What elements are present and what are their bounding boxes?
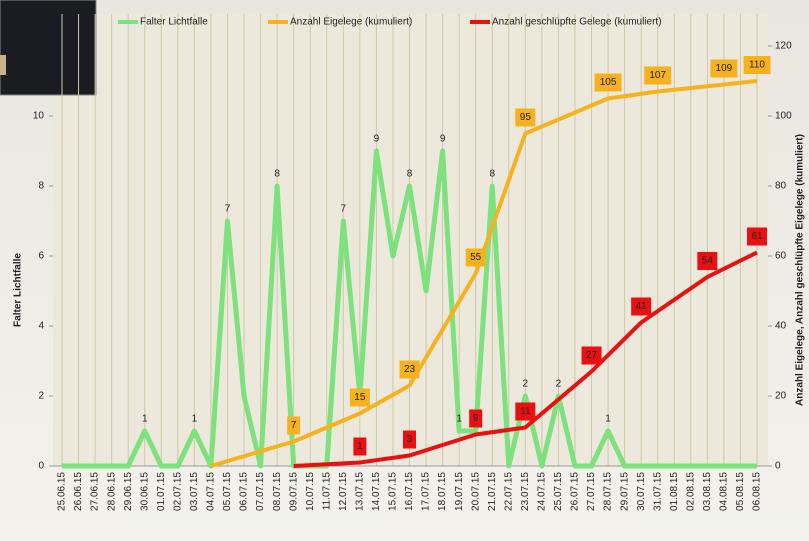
chart: Falter Lichtfalle Anzahl Eigelege, Anzah… — [0, 0, 809, 541]
data-label: 27 — [586, 350, 598, 361]
data-label: 2 — [556, 379, 562, 390]
x-tick-label: 13.07.15 — [354, 472, 365, 511]
data-label: 105 — [600, 77, 617, 88]
y2-tick-label: 80 — [775, 181, 787, 192]
data-label: 9 — [473, 413, 479, 424]
y2-tick-label: 20 — [775, 391, 787, 402]
y2-tick-label: 60 — [775, 251, 787, 262]
data-label: 110 — [749, 60, 765, 71]
x-tick-label: 30.06.15 — [139, 472, 150, 511]
y-tick-label: 2 — [38, 391, 44, 402]
data-label: 23 — [404, 364, 416, 375]
y-tick-label: 6 — [38, 251, 44, 262]
legend-label: Falter Lichtfalle — [140, 17, 208, 28]
x-tick-label: 11.07.15 — [321, 472, 332, 511]
y-tick-label: 0 — [38, 461, 44, 472]
data-label: 9 — [440, 134, 446, 145]
x-tick-label: 01.08.15 — [669, 472, 680, 511]
data-label: 54 — [702, 256, 714, 267]
data-label: 11 — [520, 406, 531, 417]
data-label: 95 — [520, 112, 532, 123]
x-tick-label: 29.06.15 — [123, 472, 134, 511]
data-label: 8 — [489, 169, 495, 180]
data-label: 1 — [142, 414, 148, 425]
x-tick-label: 24.07.15 — [537, 472, 548, 511]
data-label: 7 — [225, 204, 231, 215]
y-tick-label: 10 — [33, 111, 45, 122]
x-tick-label: 05.07.15 — [222, 472, 233, 511]
x-tick-label: 06.07.15 — [239, 472, 250, 511]
x-tick-label: 22.07.15 — [503, 472, 514, 511]
data-label: 15 — [354, 392, 366, 403]
x-tick-label: 25.07.15 — [553, 472, 564, 511]
x-tick-label: 29.07.15 — [619, 472, 630, 511]
y-tick-label: 4 — [38, 321, 44, 332]
x-tick-label: 28.06.15 — [106, 472, 117, 511]
data-label: 7 — [341, 204, 347, 215]
y2-tick-label: 40 — [775, 321, 787, 332]
x-tick-label: 16.07.15 — [404, 472, 415, 511]
y-axis-title: Falter Lichtfalle — [13, 253, 24, 327]
y2-tick-label: 120 — [775, 41, 792, 52]
legend-label: Anzahl Eigelege (kumuliert) — [290, 17, 412, 28]
x-tick-label: 03.08.15 — [702, 472, 713, 511]
x-tick-label: 08.07.15 — [272, 472, 283, 511]
x-tick-label: 05.08.15 — [735, 472, 746, 511]
x-tick-label: 12.07.15 — [338, 472, 349, 511]
data-label: 8 — [274, 169, 280, 180]
x-tick-label: 03.07.15 — [189, 472, 200, 511]
data-label: 61 — [751, 231, 763, 242]
x-tick-label: 21.07.15 — [487, 472, 498, 511]
x-tick-label: 18.07.15 — [437, 472, 448, 511]
data-label: 1 — [456, 414, 462, 425]
y2-tick-label: 100 — [775, 111, 792, 122]
data-label: 41 — [636, 301, 648, 312]
y2-tick-label: 0 — [775, 461, 781, 472]
x-tick-label: 02.08.15 — [685, 472, 696, 511]
x-tick-label: 30.07.15 — [636, 472, 647, 511]
x-tick-label: 26.07.15 — [570, 472, 581, 511]
data-label: 2 — [523, 379, 529, 390]
data-label: 3 — [407, 434, 413, 445]
y2-axis-title: Anzahl Eigelege, Anzahl geschlüpfte Eige… — [795, 134, 806, 406]
x-tick-label: 27.07.15 — [586, 472, 597, 511]
x-tick-label: 28.07.15 — [603, 472, 614, 511]
x-tick-label: 07.07.15 — [255, 472, 266, 511]
y-tick-label: 8 — [38, 181, 44, 192]
data-label: 55 — [470, 252, 482, 263]
data-label: 9 — [374, 134, 380, 145]
data-label: 1 — [605, 414, 611, 425]
x-tick-label: 27.06.15 — [90, 472, 101, 511]
x-tick-label: 31.07.15 — [652, 472, 663, 511]
x-tick-label: 19.07.15 — [454, 472, 465, 511]
x-tick-label: 23.07.15 — [520, 472, 531, 511]
data-label: 8 — [407, 169, 413, 180]
x-tick-label: 02.07.15 — [172, 472, 183, 511]
x-tick-label: 01.07.15 — [156, 472, 167, 511]
x-tick-label: 09.07.15 — [288, 472, 299, 511]
data-label: 1 — [357, 441, 363, 452]
x-tick-label: 17.07.15 — [421, 472, 432, 511]
data-label: 1 — [192, 414, 198, 425]
x-tick-label: 15.07.15 — [388, 472, 399, 511]
x-tick-label: 06.08.15 — [752, 472, 763, 511]
data-label: 107 — [649, 70, 666, 81]
x-tick-label: 10.07.15 — [305, 472, 316, 511]
x-tick-label: 14.07.15 — [371, 472, 382, 511]
photo-detail — [0, 55, 6, 75]
x-tick-label: 20.07.15 — [470, 472, 481, 511]
x-tick-label: 04.07.15 — [206, 472, 217, 511]
x-tick-label: 26.06.15 — [73, 472, 84, 511]
legend-label: Anzahl geschlüpfte Gelege (kumuliert) — [492, 17, 662, 28]
photo-thumbnail — [0, 0, 96, 95]
data-label: 7 — [291, 420, 297, 431]
data-label: 109 — [716, 63, 733, 74]
x-tick-label: 25.06.15 — [57, 472, 68, 511]
x-tick-label: 04.08.15 — [719, 472, 730, 511]
